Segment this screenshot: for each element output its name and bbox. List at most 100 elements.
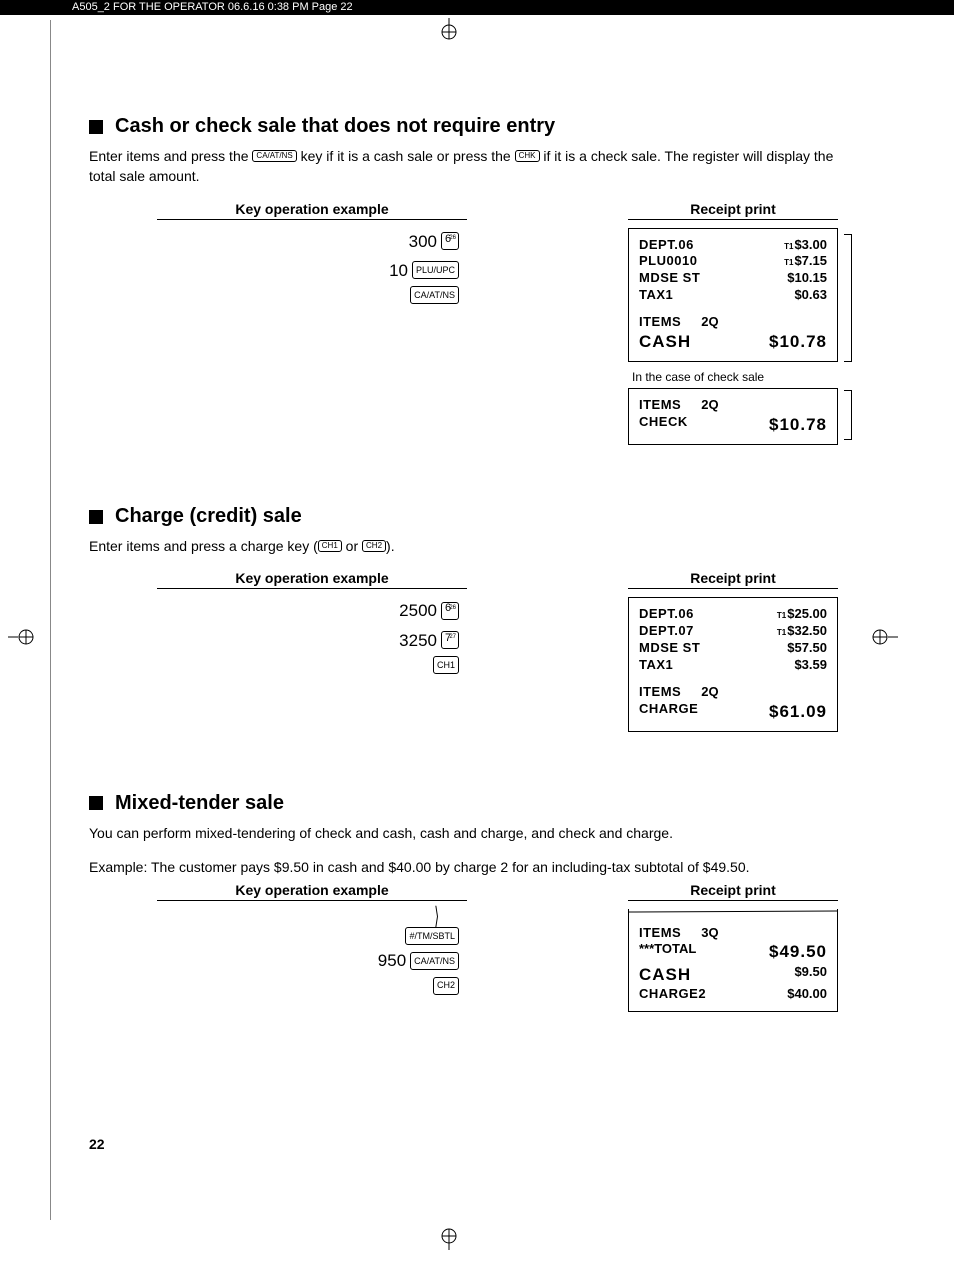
intro-text-3: You can perform mixed-tendering of check…	[89, 823, 838, 843]
r-val-big: $49.50	[769, 941, 827, 963]
text: key if it is a cash sale or press the	[297, 148, 515, 164]
r-lbl-big: CASH	[639, 964, 691, 986]
receipt-col-2: Receipt print DEPT.06T1$25.00 DEPT.07T1$…	[628, 570, 838, 732]
section-mixed: Mixed-tender sale You can perform mixed-…	[89, 792, 838, 1012]
receipt-box: DEPT.06T1$25.00 DEPT.07T1$32.50 MDSE ST$…	[628, 597, 838, 732]
r-lbl-big: CASH	[639, 331, 691, 353]
bracket-icon	[844, 234, 852, 362]
keyop-col-1: Key operation example 300 626 10 PLU/UPC…	[157, 201, 467, 446]
keyop-line: CH2	[157, 977, 459, 995]
key-tmsbtl: #/TM/SBTL	[405, 927, 459, 945]
heading-bullet-icon	[89, 510, 103, 524]
keyop-line: 3250 727	[157, 627, 459, 654]
text: or	[342, 538, 362, 554]
torn-edge-icon	[628, 909, 838, 917]
check-sale-note: In the case of check sale	[632, 370, 838, 384]
r-lbl: DEPT.06	[639, 237, 694, 254]
example-text-3: Example: The customer pays $9.50 in cash…	[89, 857, 838, 877]
text: Enter items and press a charge key (	[89, 538, 318, 554]
r-lbl: CHARGE	[639, 701, 698, 723]
key-caatns: CA/AT/NS	[410, 952, 459, 970]
r-val: 2Q	[701, 314, 827, 331]
r-lbl: PLU0010	[639, 253, 697, 270]
keyop-num: 2500	[399, 597, 437, 624]
r-lbl: MDSE ST	[639, 270, 700, 287]
r-lbl: MDSE ST	[639, 640, 700, 657]
key-ch1: CH1	[433, 656, 459, 674]
r-val-big: $10.78	[769, 414, 827, 436]
r-val: 2Q	[701, 397, 827, 414]
keyop-header: Key operation example	[157, 882, 467, 901]
key-caatns: CA/AT/NS	[410, 286, 459, 304]
r-lbl: CHECK	[639, 414, 688, 436]
crop-mark-bottom	[437, 1226, 461, 1250]
r-lbl: ITEMS	[639, 925, 681, 942]
section-cash-check: Cash or check sale that does not require…	[89, 115, 838, 445]
receipt-box: DEPT.06T1$3.00 PLU0010T1$7.15 MDSE ST$10…	[628, 228, 838, 363]
r-val: $0.63	[794, 287, 827, 304]
keyop-wavy: ⟩	[157, 909, 459, 926]
r-lbl: TAX1	[639, 287, 673, 304]
print-header: A505_2 FOR THE OPERATOR 06.6.16 0:38 PM …	[0, 0, 954, 15]
receipt-box: ITEMS3Q ***TOTAL$49.50 CASH$9.50 CHARGE2…	[628, 917, 838, 1012]
r-val: 2Q	[701, 684, 827, 701]
keyop-line: 950 CA/AT/NS	[157, 947, 459, 974]
heading-cash-check: Cash or check sale that does not require…	[89, 115, 838, 138]
key-ch2: CH2	[362, 540, 386, 552]
keyop-num: 10	[389, 257, 408, 284]
heading-text: Charge (credit) sale	[115, 505, 302, 528]
keyop-num: 950	[378, 947, 406, 974]
keyop-line: #/TM/SBTL	[157, 927, 459, 945]
r-val-big: $61.09	[769, 701, 827, 723]
heading-text: Cash or check sale that does not require…	[115, 115, 555, 138]
keyop-num: 3250	[399, 627, 437, 654]
bracket-icon	[844, 390, 852, 440]
heading-text: Mixed-tender sale	[115, 792, 284, 815]
intro-text-2: Enter items and press a charge key (CH1 …	[89, 536, 838, 556]
receipt-col-3: Receipt print ITEMS 3Q ***TOTAL $49.50 CAS…	[628, 882, 838, 1012]
keyop-col-2: Key operation example 2500 626 3250 727 …	[157, 570, 467, 732]
key-6: 626	[441, 232, 459, 250]
key-6: 626	[441, 602, 459, 620]
keyop-col-3: Key operation example ⟩ #/TM/SBTL 950 CA…	[157, 882, 467, 1012]
key-ch1: CH1	[318, 540, 342, 552]
r-val: $40.00	[787, 986, 827, 1003]
keyop-line: 10 PLU/UPC	[157, 257, 459, 284]
page-number: 22	[89, 1136, 105, 1152]
keyop-line: 2500 626	[157, 597, 459, 624]
heading-bullet-icon	[89, 796, 103, 810]
text: Enter items and press the	[89, 148, 252, 164]
heading-mixed: Mixed-tender sale	[89, 792, 838, 815]
receipt-header: Receipt print	[628, 201, 838, 220]
text: ).	[386, 538, 395, 554]
keyop-line: 300 626	[157, 228, 459, 255]
crop-mark-left	[8, 625, 38, 649]
r-val: T1$25.00	[777, 606, 827, 623]
r-lbl: ITEMS	[639, 314, 681, 331]
section-charge: Charge (credit) sale Enter items and pre…	[89, 505, 838, 732]
heading-charge: Charge (credit) sale	[89, 505, 838, 528]
r-val: $10.15	[787, 270, 827, 287]
wavy-icon: ⟩	[434, 909, 439, 926]
receipt-col-1: Receipt print DEPT.06T1$3.00 PLU0010T1$7…	[628, 201, 838, 446]
r-val: T1$32.50	[777, 623, 827, 640]
r-val: T1$3.00	[784, 237, 827, 254]
receipt-box-check: ITEMS2Q CHECK$10.78	[628, 388, 838, 445]
heading-bullet-icon	[89, 120, 103, 134]
receipt-header: Receipt print	[628, 882, 838, 901]
key-7: 727	[441, 631, 459, 649]
r-lbl: ***TOTAL	[639, 941, 696, 963]
keyop-header: Key operation example	[157, 570, 467, 589]
keyop-line: CH1	[157, 656, 459, 674]
r-val: 3Q	[701, 925, 827, 942]
r-val-big: $10.78	[769, 331, 827, 353]
keyop-line: CA/AT/NS	[157, 286, 459, 304]
keyop-header: Key operation example	[157, 201, 467, 220]
receipt-header: Receipt print	[628, 570, 838, 589]
key-chk: CHK	[515, 150, 540, 162]
r-val: $3.59	[794, 657, 827, 674]
keyop-num: 300	[409, 228, 437, 255]
r-val: $9.50	[794, 964, 827, 986]
intro-text-1: Enter items and press the CA/AT/NS key i…	[89, 146, 838, 187]
page-frame: Cash or check sale that does not require…	[50, 20, 900, 1220]
